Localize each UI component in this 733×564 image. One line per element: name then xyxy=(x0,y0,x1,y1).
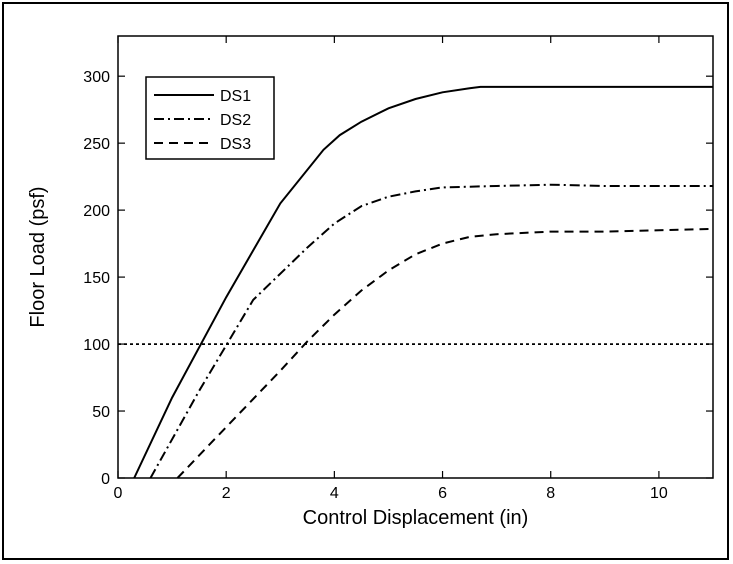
legend-label-ds1: DS1 xyxy=(220,88,251,105)
legend-box xyxy=(145,76,275,160)
x-axis-title: Control Displacement (in) xyxy=(303,507,529,529)
y-tick-label: 50 xyxy=(92,404,110,421)
legend-label-ds2: DS2 xyxy=(220,112,251,129)
x-tick-label: 0 xyxy=(114,485,123,502)
y-tick-label: 100 xyxy=(83,337,110,354)
legend-label-ds3: DS3 xyxy=(220,136,251,153)
series-layer xyxy=(118,85,714,479)
y-tick-label: 300 xyxy=(83,69,110,86)
y-tick-label: 200 xyxy=(83,203,110,220)
x-tick-label: 10 xyxy=(650,485,668,502)
y-tick-label: 0 xyxy=(101,471,110,488)
series-line-ds1 xyxy=(133,85,713,479)
y-tick-label: 250 xyxy=(83,136,110,153)
y-axis-title: Floor Load (psf) xyxy=(27,186,49,327)
x-tick-label: 2 xyxy=(222,485,231,502)
x-tick-label: 4 xyxy=(330,485,339,502)
plot-area-border xyxy=(117,35,714,479)
series-line-ds3 xyxy=(176,227,714,479)
y-tick-label: 150 xyxy=(83,270,110,287)
legend: DS1 DS2 DS3 xyxy=(145,76,275,160)
x-tick-label: 8 xyxy=(546,485,555,502)
series-line-ds2 xyxy=(149,183,713,479)
x-tick-label: 6 xyxy=(438,485,447,502)
